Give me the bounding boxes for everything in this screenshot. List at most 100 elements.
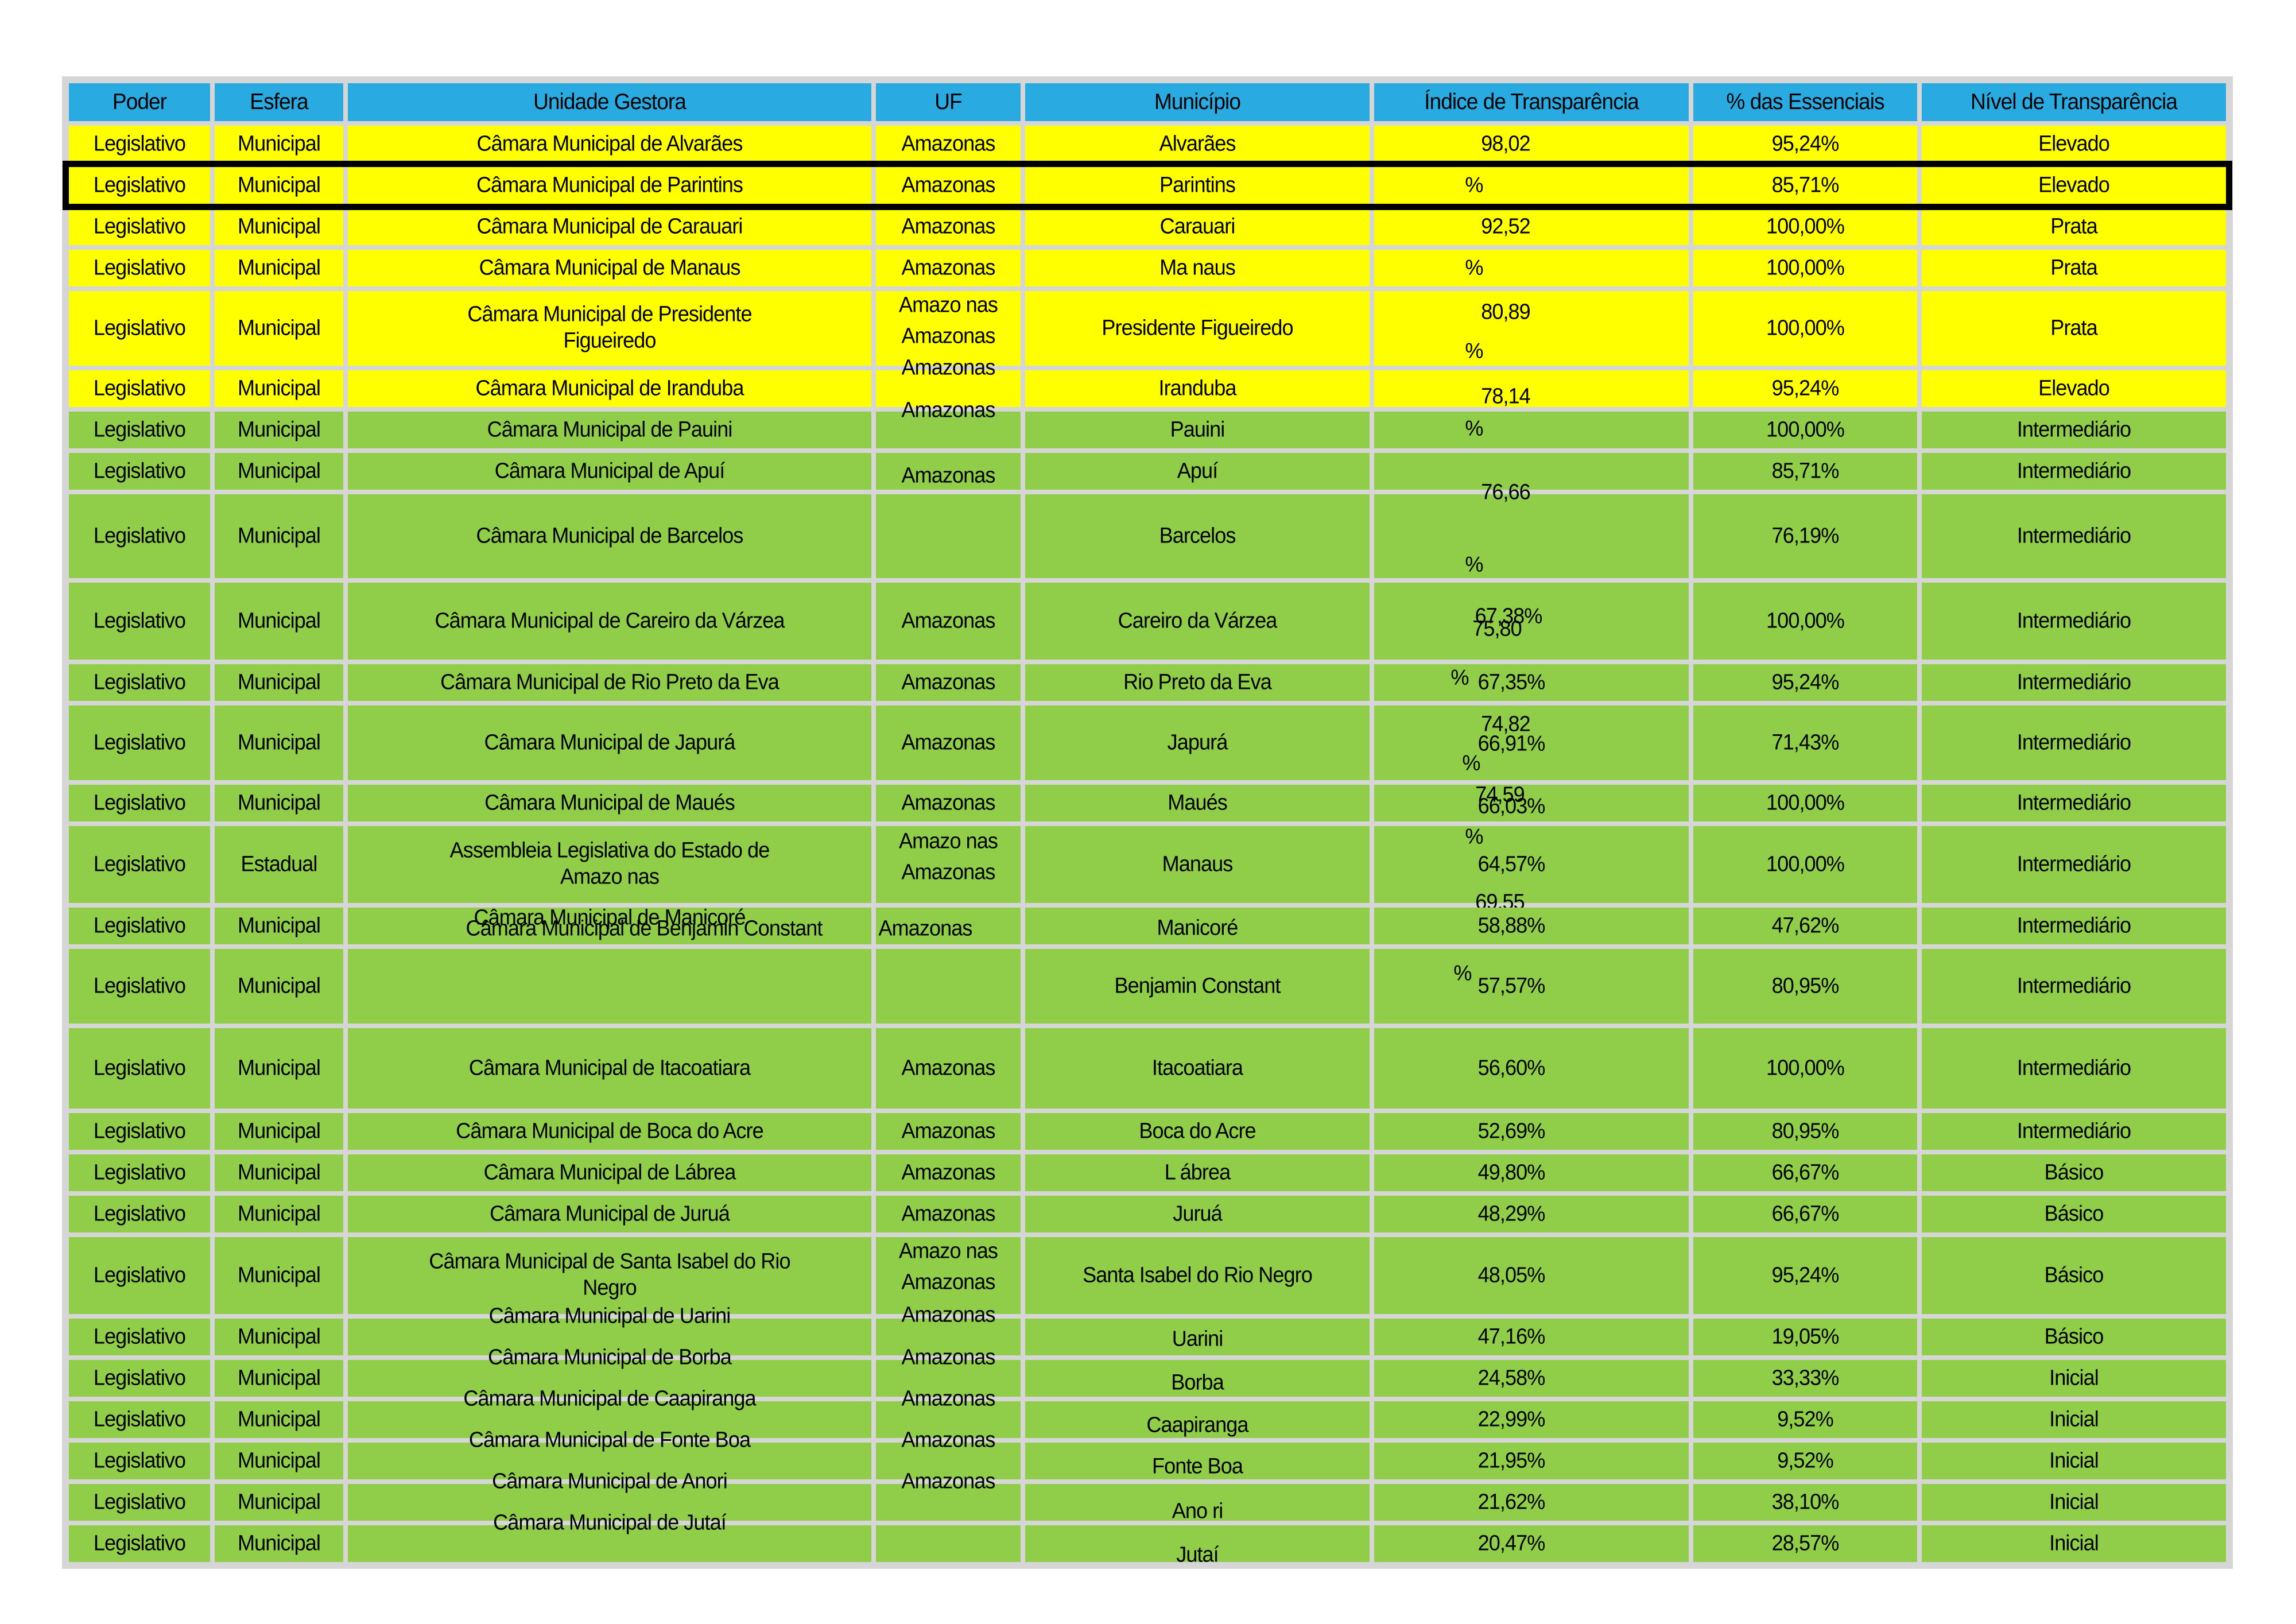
header-cell-municipio[interactable]: Município [1025,83,1370,121]
header-cell-indice[interactable]: Índice de Transparência [1374,83,1689,121]
cell-nivel[interactable]: Intermediário [1922,908,2226,944]
cell-municipio[interactable]: Jutaí [1025,1525,1370,1567]
cell-municipio[interactable]: Manicoré [1025,908,1370,944]
cell-municipio[interactable]: Fonte Boa [1025,1443,1370,1479]
cell-nivel[interactable]: Inicial [1922,1443,2226,1479]
cell-esfera[interactable]: Municipal [215,583,343,660]
cell-uf[interactable]: Amazo nas Amazonas [876,291,1021,366]
cell-nivel[interactable]: Elevado [1922,126,2226,162]
cell-unidade[interactable]: Câmara Municipal de Santa Isabel do Rio N… [348,1237,871,1314]
cell-nivel[interactable]: Inicial [1922,1360,2226,1397]
cell-esfera[interactable]: Municipal [215,453,343,490]
cell-uf[interactable]: Amazonas [876,453,1021,490]
cell-municipio[interactable]: Alvarães [1025,126,1370,162]
cell-unidade[interactable]: Câmara Municipal de Rio Preto da Eva [348,664,871,701]
cell-nivel[interactable]: Básico [1922,1154,2226,1191]
cell-essenciais[interactable]: 47,62% [1693,908,1917,944]
cell-essenciais[interactable]: 95,24% [1693,1237,1917,1314]
cell-poder[interactable]: Legislativo [69,370,210,407]
cell-essenciais[interactable]: 33,33% [1693,1360,1917,1397]
cell-nivel[interactable]: Intermediário [1922,1028,2226,1108]
cell-unidade[interactable]: Câmara Municipal de Apuí [348,453,871,490]
cell-uf[interactable] [876,1525,1021,1562]
cell-uf[interactable]: Amazonas [876,250,1021,286]
cell-esfera[interactable]: Municipal [215,1113,343,1150]
cell-poder[interactable]: Legislativo [69,250,210,286]
cell-poder[interactable]: Legislativo [69,167,210,204]
cell-poder[interactable]: Legislativo [69,706,210,780]
cell-nivel[interactable]: Básico [1922,1237,2226,1314]
cell-indice[interactable]: 49,80% [1374,1154,1689,1191]
cell-municipio[interactable]: Barcelos [1025,494,1370,578]
cell-uf[interactable]: Amazonas [876,126,1021,162]
cell-essenciais[interactable]: 28,57% [1693,1525,1917,1562]
cell-unidade[interactable]: Câmara Municipal de Presidente Figueiredo [348,291,871,366]
cell-uf[interactable]: Amazonas [876,1154,1021,1191]
cell-municipio[interactable]: Caapiranga [1025,1401,1370,1438]
cell-poder[interactable]: Legislativo [69,208,210,245]
cell-uf[interactable]: Amazonas [876,1303,1021,1355]
cell-uf[interactable]: Amazonas [876,398,1021,448]
cell-essenciais[interactable]: 19,05% [1693,1319,1917,1355]
cell-poder[interactable]: Legislativo [69,1237,210,1314]
cell-poder[interactable]: Legislativo [69,1360,210,1397]
cell-uf[interactable]: Amazonas [876,1113,1021,1150]
cell-uf[interactable] [876,494,1021,578]
cell-essenciais[interactable]: 80,95% [1693,1113,1917,1150]
cell-poder[interactable]: Legislativo [69,785,210,821]
cell-poder[interactable]: Legislativo [69,291,210,366]
cell-poder[interactable]: Legislativo [69,664,210,701]
cell-municipio[interactable]: Apuí [1025,453,1370,490]
cell-esfera[interactable]: Municipal [215,1319,343,1355]
cell-esfera[interactable]: Municipal [215,1237,343,1314]
cell-poder[interactable]: Legislativo [69,1443,210,1479]
cell-nivel[interactable]: Elevado [1922,370,2226,407]
cell-indice[interactable]: 92,52 [1374,208,1689,245]
cell-essenciais[interactable]: 95,24% [1693,370,1917,407]
cell-essenciais[interactable]: 38,10% [1693,1484,1917,1521]
cell-unidade[interactable]: Câmara Municipal de Parintins [348,167,871,204]
cell-municipio[interactable]: Japurá [1025,706,1370,780]
cell-poder[interactable]: Legislativo [69,1113,210,1150]
cell-unidade[interactable]: Câmara Municipal de Fonte Boa [348,1428,871,1479]
cell-indice[interactable]: % [1374,412,1689,448]
cell-esfera[interactable]: Municipal [215,1443,343,1479]
cell-indice[interactable]: 80,89% [1374,291,1689,366]
cell-essenciais[interactable]: 100,00% [1693,208,1917,245]
cell-municipio[interactable]: Careiro da Várzea [1025,583,1370,660]
cell-unidade[interactable]: Câmara Municipal de Manicoré Câmara Munic… [348,906,871,944]
cell-essenciais[interactable]: 9,52% [1693,1401,1917,1438]
cell-uf[interactable]: Amazonas [876,785,1021,821]
cell-nivel[interactable]: Prata [1922,208,2226,245]
cell-municipio[interactable]: Ma naus [1025,250,1370,286]
cell-poder[interactable]: Legislativo [69,126,210,162]
cell-esfera[interactable]: Municipal [215,908,343,944]
cell-esfera[interactable]: Municipal [215,949,343,1024]
cell-nivel[interactable]: Intermediário [1922,826,2226,903]
cell-indice[interactable]: 52,69% [1374,1113,1689,1150]
cell-indice[interactable]: 24,58% [1374,1360,1689,1397]
cell-nivel[interactable]: Básico [1922,1196,2226,1232]
cell-municipio[interactable]: Manaus [1025,826,1370,903]
cell-municipio[interactable]: Uarini [1025,1319,1370,1355]
cell-essenciais[interactable]: 95,24% [1693,664,1917,701]
cell-uf[interactable]: Amazonas [876,664,1021,701]
cell-municipio[interactable]: Itacoatiara [1025,1028,1370,1108]
cell-unidade[interactable]: Câmara Municipal de Juruá [348,1196,871,1232]
cell-nivel[interactable]: Prata [1922,250,2226,286]
cell-poder[interactable]: Legislativo [69,453,210,490]
cell-esfera[interactable]: Municipal [215,126,343,162]
cell-poder[interactable]: Legislativo [69,908,210,944]
cell-poder[interactable]: Legislativo [69,1401,210,1438]
header-cell-essenciais[interactable]: % das Essenciais [1693,83,1917,121]
cell-unidade[interactable]: Câmara Municipal de Maués [348,785,871,821]
cell-municipio[interactable]: Benjamin Constant [1025,949,1370,1024]
cell-esfera[interactable]: Estadual [215,826,343,903]
cell-indice[interactable]: % [1374,250,1689,286]
cell-uf[interactable]: Amazonas [876,208,1021,245]
cell-essenciais[interactable]: 66,67% [1693,1196,1917,1232]
cell-nivel[interactable]: Intermediário [1922,785,2226,821]
cell-essenciais[interactable]: 100,00% [1693,412,1917,448]
cell-esfera[interactable]: Municipal [215,291,343,366]
cell-essenciais[interactable]: 100,00% [1693,583,1917,660]
